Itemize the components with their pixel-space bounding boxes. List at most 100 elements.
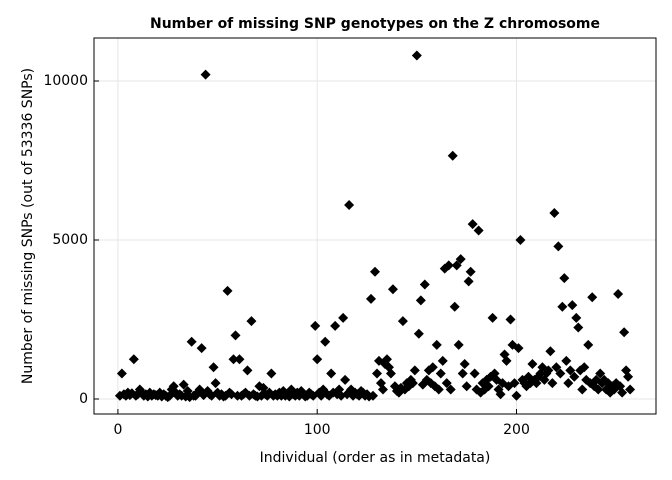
point [467,219,478,230]
point [623,371,634,382]
point [344,200,355,211]
point [483,381,494,392]
point [515,234,526,245]
point [457,368,468,379]
point [505,314,516,325]
point [409,365,420,376]
point [449,301,460,312]
point [178,379,189,390]
point [579,362,590,373]
point [312,354,323,365]
point [366,293,377,304]
point [567,300,578,311]
point [451,260,462,271]
point [543,365,554,376]
point [385,368,396,379]
point [445,384,456,395]
point [200,69,211,80]
point [427,362,438,373]
point [565,365,576,376]
x-tick-label: 200 [503,422,530,438]
point [340,374,351,385]
point [527,359,538,370]
point [433,384,444,395]
point [577,384,588,395]
point [501,355,512,366]
point [583,339,594,350]
point [619,327,630,338]
point [368,390,379,401]
point [377,384,388,395]
y-tick-label: 5000 [52,232,88,248]
point [595,368,606,379]
y-tick-label: 0 [79,391,88,407]
point [222,285,233,296]
point [459,359,470,370]
point [246,316,257,327]
point [461,381,472,392]
point [338,312,349,323]
point [453,339,464,350]
point [503,381,514,392]
point [431,339,442,350]
point [563,378,574,389]
point [455,254,466,265]
point [463,276,474,287]
point [557,301,568,312]
point [509,378,520,389]
point [469,368,480,379]
point [234,354,245,365]
point [407,378,418,389]
point [381,354,392,365]
point [549,207,560,218]
point [228,354,239,365]
chart-title: Number of missing SNP genotypes on the Z… [150,16,600,32]
point [186,336,197,347]
point [210,378,221,389]
point [465,266,476,277]
point [397,316,408,327]
point [587,292,598,303]
point [593,384,604,395]
plot-frame [93,37,657,415]
point [326,368,337,379]
point [128,354,139,365]
point [196,343,207,354]
point [310,320,321,331]
point [443,260,454,271]
point [545,346,556,357]
x-axis-label: Individual (order as in metadata) [260,450,491,466]
point [561,355,572,366]
point [547,378,558,389]
point [571,312,582,323]
point [370,266,380,277]
point [266,368,277,379]
point [230,330,241,341]
point [330,320,341,331]
point [553,241,564,252]
point [487,312,498,323]
point [511,390,522,401]
x-tick-label: 0 [113,422,122,438]
point [419,279,430,290]
point [413,328,424,339]
point [513,343,524,354]
point [555,368,566,379]
point [242,365,253,376]
x-tick-label: 100 [304,422,331,438]
point [625,384,636,395]
point [551,362,562,373]
point [613,289,624,300]
point [573,322,584,333]
point [495,389,506,400]
point [435,368,446,379]
point [473,225,484,236]
point [569,371,580,382]
point [437,355,448,366]
point [441,378,452,389]
point [617,387,628,398]
y-tick-label: 10000 [43,73,88,89]
point [116,368,127,379]
